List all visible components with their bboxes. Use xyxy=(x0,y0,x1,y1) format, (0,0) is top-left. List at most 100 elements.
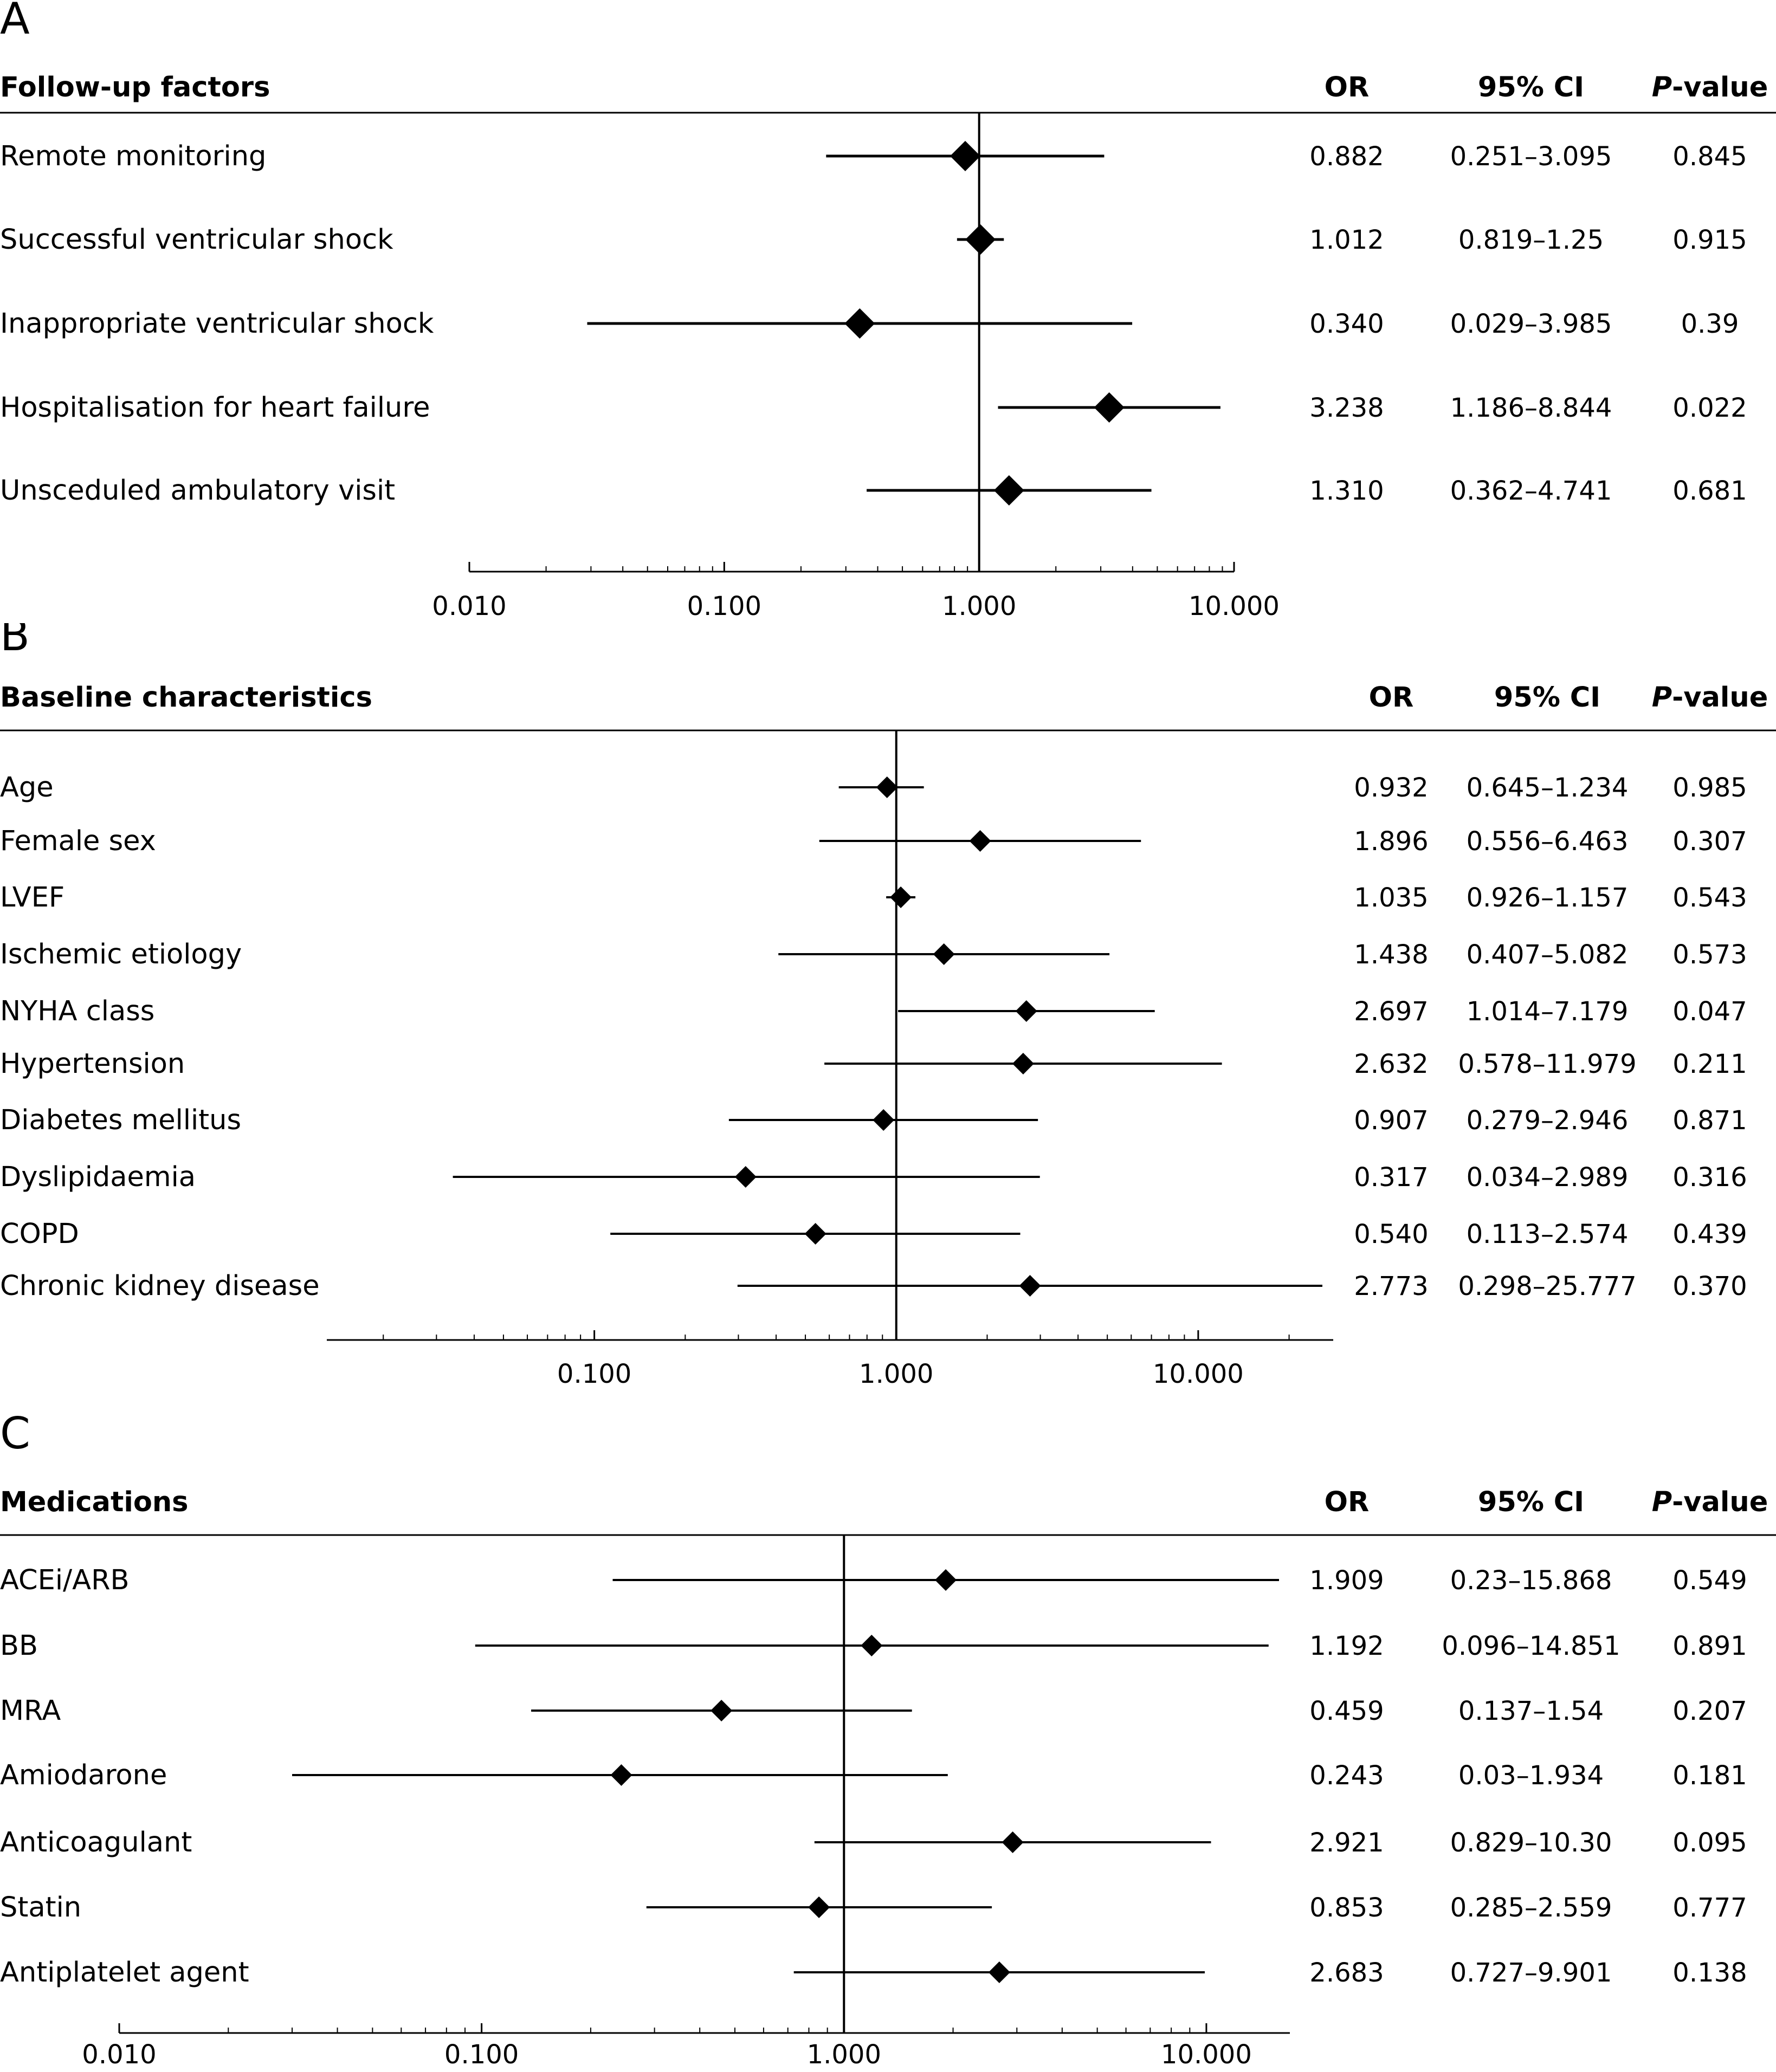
p-value: 0.207 xyxy=(1672,1696,1747,1726)
ci-value: 0.819–1.25 xyxy=(1458,225,1604,255)
or-marker xyxy=(734,1166,757,1188)
or-marker xyxy=(1019,1275,1041,1297)
or-value: 0.907 xyxy=(1354,1105,1428,1136)
ci-value: 0.645–1.234 xyxy=(1467,773,1629,803)
or-value: 0.882 xyxy=(1309,141,1384,172)
ci-value: 0.251–3.095 xyxy=(1450,141,1612,172)
ci-column-header: 95% CI xyxy=(1478,72,1584,103)
p-value: 0.439 xyxy=(1672,1219,1747,1249)
p-value: 0.985 xyxy=(1672,773,1747,803)
ci-value: 0.03–1.934 xyxy=(1458,1760,1604,1791)
row-label: Unsceduled ambulatory visit xyxy=(0,475,395,507)
tick-label: 1.000 xyxy=(807,2039,881,2070)
p-value: 0.543 xyxy=(1672,883,1747,913)
ci-value: 0.23–15.868 xyxy=(1450,1565,1612,1596)
ci-value: 0.113–2.574 xyxy=(1467,1219,1629,1249)
row-label: Diabetes mellitus xyxy=(0,1104,241,1136)
or-value: 2.697 xyxy=(1354,996,1428,1027)
p-value: 0.211 xyxy=(1672,1049,1747,1079)
tick-label: 1.000 xyxy=(859,1359,933,1389)
row-label: Statin xyxy=(0,1892,81,1924)
ci-value: 0.034–2.989 xyxy=(1467,1162,1629,1193)
or-value: 1.896 xyxy=(1354,826,1428,857)
forest-plot-a-svg: A Follow-up factors OR 95% CI P-value Remote … xyxy=(0,0,1776,621)
row-label: BB xyxy=(0,1630,38,1662)
or-value: 1.310 xyxy=(1309,476,1384,506)
or-marker xyxy=(988,1961,1010,1983)
ci-value: 0.578–11.979 xyxy=(1458,1049,1636,1079)
tick-label: 10.000 xyxy=(1161,2039,1252,2070)
p-value: 0.891 xyxy=(1672,1631,1747,1661)
or-value: 2.921 xyxy=(1309,1828,1384,1858)
p-value: 0.681 xyxy=(1672,476,1747,506)
p-value-header-rest: -value xyxy=(1672,1486,1768,1518)
p-value-header-rest: -value xyxy=(1672,72,1768,103)
row-label: Antiplatelet agent xyxy=(0,1957,249,1989)
row-label: Age xyxy=(0,772,54,804)
tick-label: 10.000 xyxy=(1153,1359,1244,1389)
or-value: 0.340 xyxy=(1309,309,1384,339)
or-value: 2.632 xyxy=(1354,1049,1428,1079)
tick-label: 0.100 xyxy=(557,1359,631,1389)
ci-column-header: 95% CI xyxy=(1478,1486,1584,1518)
or-marker xyxy=(610,1764,632,1786)
tick-label: 0.010 xyxy=(82,2039,156,2070)
or-column-header: OR xyxy=(1325,72,1370,103)
section-header: Follow-up factors xyxy=(0,72,270,103)
row-label: Amiodarone xyxy=(0,1759,167,1791)
row-label: ACEi/ARB xyxy=(0,1564,130,1596)
or-marker xyxy=(1002,1831,1024,1853)
or-value: 0.317 xyxy=(1354,1162,1428,1193)
row-label: Hypertension xyxy=(0,1048,185,1080)
or-value: 2.683 xyxy=(1309,1958,1384,1988)
p-value: 0.047 xyxy=(1672,996,1747,1027)
or-value: 1.909 xyxy=(1309,1565,1384,1596)
p-value-header-italic: P xyxy=(1652,682,1672,714)
panel-label: B xyxy=(0,623,30,661)
p-value: 0.871 xyxy=(1672,1105,1747,1136)
ci-value: 0.137–1.54 xyxy=(1458,1696,1604,1726)
ci-value: 0.926–1.157 xyxy=(1467,883,1629,913)
row-label: Dyslipidaemia xyxy=(0,1161,196,1193)
panel-label: A xyxy=(0,0,30,44)
or-marker xyxy=(969,830,991,852)
p-value: 0.39 xyxy=(1681,309,1739,339)
row-label: Ischemic etiology xyxy=(0,938,242,970)
or-marker xyxy=(1012,1053,1034,1074)
p-value: 0.549 xyxy=(1672,1565,1747,1596)
row-label: MRA xyxy=(0,1695,61,1727)
or-marker xyxy=(876,776,898,798)
or-marker xyxy=(933,943,955,965)
p-value-column-header: P-value xyxy=(1652,72,1768,103)
row-label: Anticoagulant xyxy=(0,1827,192,1859)
or-marker xyxy=(993,475,1024,506)
or-marker xyxy=(935,1569,957,1591)
or-marker xyxy=(844,308,875,339)
p-value: 0.316 xyxy=(1672,1162,1747,1193)
row-label: Successful ventricular shock xyxy=(0,224,393,256)
ci-value: 0.727–9.901 xyxy=(1450,1958,1612,1988)
tick-label: 0.100 xyxy=(687,591,761,621)
ci-value: 0.096–14.851 xyxy=(1442,1631,1620,1661)
or-value: 1.012 xyxy=(1309,225,1384,255)
panel-label: C xyxy=(0,1409,30,1459)
section-header: Baseline characteristics xyxy=(0,682,372,714)
row-label: Inappropriate ventricular shock xyxy=(0,308,434,340)
ci-value: 0.829–10.30 xyxy=(1450,1828,1612,1858)
p-value: 0.022 xyxy=(1672,393,1747,423)
p-value: 0.845 xyxy=(1672,141,1747,172)
or-marker xyxy=(1094,392,1125,423)
p-value-header-rest: -value xyxy=(1672,682,1768,714)
forest-plot-panel-b: B Baseline characteristics OR 95% CI P-value… xyxy=(0,623,1776,1409)
ci-value: 0.362–4.741 xyxy=(1450,476,1612,506)
row-label: Chronic kidney disease xyxy=(0,1270,320,1302)
or-value: 0.243 xyxy=(1309,1760,1384,1791)
forest-plot-panel-a: A Follow-up factors OR 95% CI P-value Remote … xyxy=(0,0,1776,623)
p-value-header-italic: P xyxy=(1652,72,1672,103)
forest-plot-panel-c: C Medications OR 95% CI P-value ACEi/ARB 1.909… xyxy=(0,1409,1776,2072)
or-marker xyxy=(965,224,996,255)
p-value: 0.307 xyxy=(1672,826,1747,857)
tick-label: 1.000 xyxy=(942,591,1016,621)
ci-value: 0.556–6.463 xyxy=(1467,826,1629,857)
row-label: Female sex xyxy=(0,825,156,857)
